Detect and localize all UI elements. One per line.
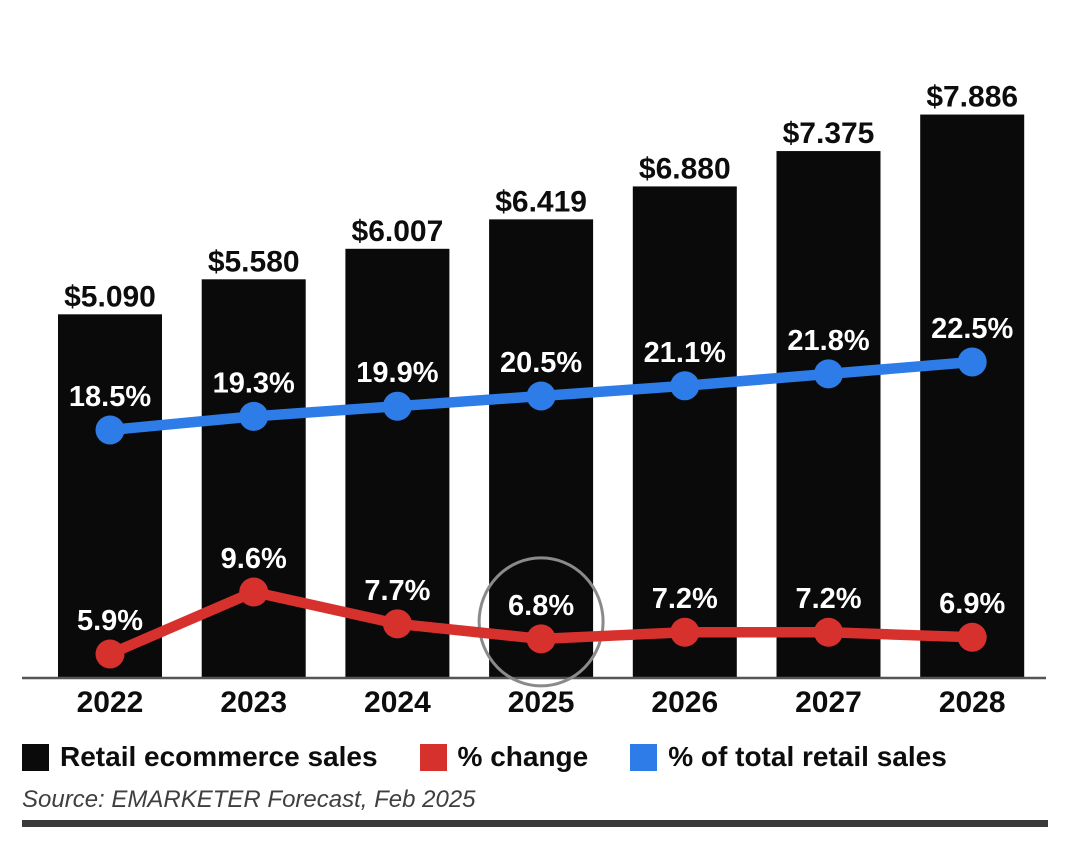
pct-change-line-point-2028 bbox=[957, 622, 987, 652]
pct-change-label: 6.8% bbox=[508, 590, 574, 622]
pct-change-label: 9.6% bbox=[221, 543, 287, 575]
pct-of-total-line-point-2022 bbox=[95, 415, 125, 445]
highlight-circle-annotation bbox=[477, 556, 605, 688]
legend-item-pct-change: % change bbox=[419, 741, 589, 773]
legend-label: % of total retail sales bbox=[668, 741, 947, 772]
bar-2026 bbox=[632, 186, 737, 678]
bar-value-label: $6.880 bbox=[639, 152, 731, 185]
pct-of-total-line-point-2024 bbox=[382, 391, 412, 421]
pct-change-line-point-2022 bbox=[95, 639, 125, 669]
legend-label: Retail ecommerce sales bbox=[60, 741, 378, 772]
blue-line-swatch-icon bbox=[630, 743, 658, 771]
bar-value-label: $5.580 bbox=[208, 245, 300, 278]
pct-of-total-label: 21.1% bbox=[644, 337, 726, 369]
bar-value-label: $5.090 bbox=[64, 280, 156, 313]
pct-of-total-label: 19.3% bbox=[213, 367, 295, 399]
legend: Retail ecommerce sales % change % of tot… bbox=[22, 741, 947, 773]
pct-change-label: 5.9% bbox=[77, 605, 143, 637]
red-line-swatch-icon bbox=[419, 743, 447, 771]
bar-2028 bbox=[920, 114, 1025, 679]
x-tick-label: 2025 bbox=[508, 686, 575, 719]
pct-change-line-point-2026 bbox=[670, 617, 700, 647]
bar-2022 bbox=[58, 314, 162, 678]
pct-of-total-line-point-2025 bbox=[526, 381, 556, 411]
bar-value-label: $7.375 bbox=[783, 117, 875, 150]
black-bar-swatch-icon bbox=[22, 743, 49, 771]
pct-of-total-line-point-2023 bbox=[239, 401, 269, 431]
pct-of-total-label: 19.9% bbox=[356, 357, 438, 389]
pct-change-line-point-2025 bbox=[526, 624, 556, 654]
pct-of-total-line-point-2028 bbox=[957, 347, 987, 377]
chart-canvas: $5.090 $5.580 $6.007 $6.419 $6.880 $7.375 $7.8… bbox=[22, 81, 1046, 719]
pct-of-total-label: 22.5% bbox=[931, 313, 1013, 345]
bar-2024 bbox=[345, 248, 450, 678]
pct-change-label: 6.9% bbox=[939, 588, 1005, 620]
bar-2023 bbox=[201, 279, 306, 678]
pct-of-total-line-point-2027 bbox=[814, 359, 843, 389]
pct-change-line-point-2023 bbox=[239, 577, 269, 607]
pct-change-label: 7.7% bbox=[364, 575, 430, 607]
x-tick-label: 2028 bbox=[939, 686, 1006, 719]
pct-change-label: 7.2% bbox=[795, 583, 861, 615]
pct-of-total-line-point-2026 bbox=[670, 371, 700, 401]
bar-value-label: $6.007 bbox=[352, 215, 444, 248]
bar-2025 bbox=[489, 219, 594, 678]
pct-of-total-label: 21.8% bbox=[787, 325, 869, 357]
pct-of-total-label: 18.5% bbox=[69, 381, 151, 413]
x-tick-label: 2024 bbox=[364, 686, 431, 719]
bar-value-label: $6.419 bbox=[495, 185, 587, 218]
source-note: Source: EMARKETER Forecast, Feb 2025 bbox=[22, 786, 476, 813]
x-tick-label: 2023 bbox=[220, 686, 287, 719]
x-tick-label: 2027 bbox=[795, 686, 862, 719]
pct-change-line-point-2024 bbox=[382, 609, 412, 639]
pct-change-label: 7.2% bbox=[652, 583, 718, 615]
bar-value-label: $7.886 bbox=[926, 81, 1018, 114]
pct-of-total-label: 20.5% bbox=[500, 347, 582, 379]
legend-item-retail-ecommerce-sales: Retail ecommerce sales bbox=[22, 741, 378, 773]
x-tick-label: 2022 bbox=[77, 686, 144, 719]
legend-item-pct-of-total-retail-sales: % of total retail sales bbox=[630, 741, 947, 773]
pct-change-line-point-2027 bbox=[814, 617, 843, 647]
combo-chart: $5.090 $5.580 $6.007 $6.419 $6.880 $7.375 $7.8… bbox=[22, 81, 1046, 719]
bottom-rule bbox=[22, 820, 1048, 827]
bar-2027 bbox=[776, 151, 881, 678]
legend-label: % change bbox=[457, 741, 589, 772]
x-tick-label: 2026 bbox=[651, 686, 718, 719]
